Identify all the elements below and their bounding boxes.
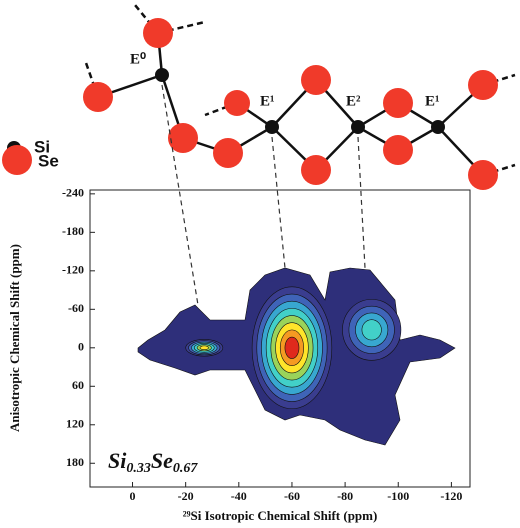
compound-part: Se <box>151 448 173 473</box>
compound-part: Si <box>108 448 127 473</box>
compound-part: 0.67 <box>173 461 199 476</box>
x-tick-label: -80 <box>337 489 353 503</box>
x-tick-label: -60 <box>284 489 300 503</box>
x-tick-label: -100 <box>387 489 409 503</box>
x-tick-label: 0 <box>130 489 136 503</box>
site-label: E¹ <box>425 93 440 109</box>
x-tick-label: -20 <box>178 489 194 503</box>
contour-level <box>199 345 209 351</box>
y-tick-label: 120 <box>66 417 84 431</box>
x-axis-label: ²⁹Si Isotropic Chemical Shift (ppm) <box>183 508 378 523</box>
y-tick-label: -60 <box>68 301 84 315</box>
y-tick-label: -120 <box>62 263 84 277</box>
y-tick-label: 0 <box>78 340 84 354</box>
arrow <box>161 84 199 306</box>
x-tick-label: -40 <box>231 489 247 503</box>
compound-part: 0.33 <box>126 461 151 476</box>
structure <box>2 4 516 190</box>
site-label: E⁰ <box>130 51 146 67</box>
compound-label: Si0.33Se0.67 <box>108 448 198 476</box>
y-axis-label: Anisotropic Chemical Shift (ppm) <box>7 244 22 432</box>
y-tick-label: -240 <box>62 186 84 200</box>
contour-level <box>361 319 382 341</box>
y-tick-label: -180 <box>62 224 84 238</box>
legend-se: Se <box>38 151 59 170</box>
legend-si: Si <box>34 137 50 156</box>
y-tick-label: 60 <box>72 378 84 392</box>
x-tick-label: -120 <box>440 489 462 503</box>
site-label: E² <box>346 93 361 109</box>
site-label: E¹ <box>260 93 275 109</box>
y-tick-label: 180 <box>66 455 84 469</box>
arrow <box>357 136 366 269</box>
arrow <box>271 136 286 269</box>
contour-level <box>284 336 300 359</box>
